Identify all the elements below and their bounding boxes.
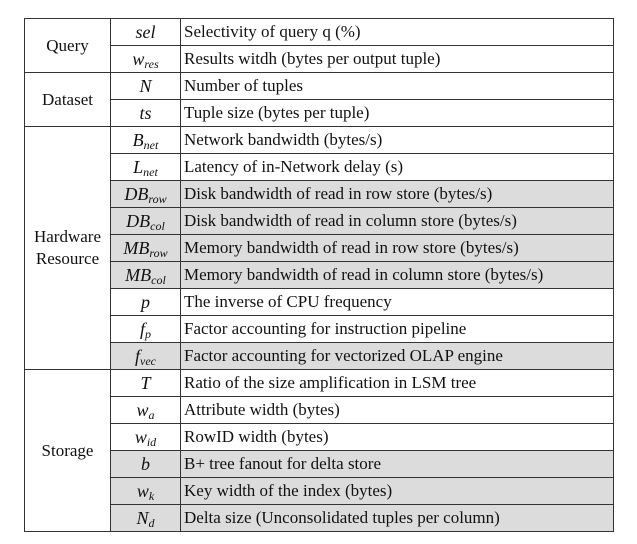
- table-row: fp Factor accounting for instruction pip…: [25, 315, 614, 343]
- description-cell: Tuple size (bytes per tuple): [180, 99, 614, 127]
- symbol-cell: sel: [110, 18, 181, 46]
- description-cell: Memory bandwidth of read in column store…: [180, 261, 614, 289]
- symbol-cell: fp: [110, 315, 181, 343]
- symbol-cell: b: [110, 450, 181, 478]
- symbol-cell: p: [110, 288, 181, 316]
- symbol-cell: Nd: [110, 504, 181, 532]
- group-label-storage: Storage: [24, 369, 111, 532]
- parameter-table: Query sel Selectivity of query q (%) wre…: [24, 18, 614, 532]
- table-row: p The inverse of CPU frequency: [25, 288, 614, 316]
- table-row: Lnet Latency of in-Network delay (s): [25, 153, 614, 181]
- table-row: wa Attribute width (bytes): [25, 396, 614, 424]
- symbol-cell: fvec: [110, 342, 181, 370]
- description-cell: Latency of in-Network delay (s): [180, 153, 614, 181]
- table-row: MBrow Memory bandwidth of read in row st…: [25, 234, 614, 262]
- description-cell: The inverse of CPU frequency: [180, 288, 614, 316]
- group-label-query: Query: [24, 18, 111, 73]
- description-cell: Network bandwidth (bytes/s): [180, 126, 614, 154]
- symbol-cell: N: [110, 72, 181, 100]
- description-cell: Disk bandwidth of read in column store (…: [180, 207, 614, 235]
- group-label-line: Resource: [35, 249, 100, 268]
- description-cell: Factor accounting for vectorized OLAP en…: [180, 342, 614, 370]
- symbol-cell: DBcol: [110, 207, 181, 235]
- description-cell: Attribute width (bytes): [180, 396, 614, 424]
- description-cell: Key width of the index (bytes): [180, 477, 614, 505]
- description-cell: Factor accounting for instruction pipeli…: [180, 315, 614, 343]
- symbol-cell: wid: [110, 423, 181, 451]
- group-label-hardware-resource: Hardware Resource: [24, 126, 111, 370]
- symbol-cell: ts: [110, 99, 181, 127]
- symbol-cell: Bnet: [110, 126, 181, 154]
- table-row: wid RowID width (bytes): [25, 423, 614, 451]
- description-cell: Results witdh (bytes per output tuple): [180, 45, 614, 73]
- group-label-line: Hardware: [33, 227, 101, 246]
- symbol-cell: wa: [110, 396, 181, 424]
- table-row: ts Tuple size (bytes per tuple): [25, 99, 614, 127]
- symbol-cell: Lnet: [110, 153, 181, 181]
- description-cell: Selectivity of query q (%): [180, 18, 614, 46]
- symbol-cell: T: [110, 369, 181, 397]
- table-row: Hardware Resource Bnet Network bandwidth…: [24, 126, 614, 370]
- symbol-cell: wres: [110, 45, 181, 73]
- description-cell: Disk bandwidth of read in row store (byt…: [180, 180, 614, 208]
- table-row: Storage T Ratio of the size amplificatio…: [24, 369, 614, 532]
- table-row: wk Key width of the index (bytes): [25, 477, 614, 505]
- symbol-cell: MBcol: [110, 261, 181, 289]
- description-cell: Memory bandwidth of read in row store (b…: [180, 234, 614, 262]
- description-cell: Ratio of the size amplification in LSM t…: [180, 369, 614, 397]
- description-cell: RowID width (bytes): [180, 423, 614, 451]
- table-row: b B+ tree fanout for delta store: [25, 450, 614, 478]
- table-row: Query sel Selectivity of query q (%): [24, 18, 614, 73]
- symbol-cell: MBrow: [110, 234, 181, 262]
- table-row: DBcol Disk bandwidth of read in column s…: [25, 207, 614, 235]
- table-row: Nd Delta size (Unconsolidated tuples per…: [25, 504, 614, 532]
- table-row: wres Results witdh (bytes per output tup…: [25, 45, 614, 73]
- description-cell: Delta size (Unconsolidated tuples per co…: [180, 504, 614, 532]
- description-cell: Number of tuples: [180, 72, 614, 100]
- symbol-cell: wk: [110, 477, 181, 505]
- group-label-dataset: Dataset: [24, 72, 111, 127]
- table-row: Dataset N Number of tuples: [24, 72, 614, 127]
- table-row: fvec Factor accounting for vectorized OL…: [25, 342, 614, 370]
- table-row: DBrow Disk bandwidth of read in row stor…: [25, 180, 614, 208]
- symbol-cell: DBrow: [110, 180, 181, 208]
- description-cell: B+ tree fanout for delta store: [180, 450, 614, 478]
- table-row: MBcol Memory bandwidth of read in column…: [25, 261, 614, 289]
